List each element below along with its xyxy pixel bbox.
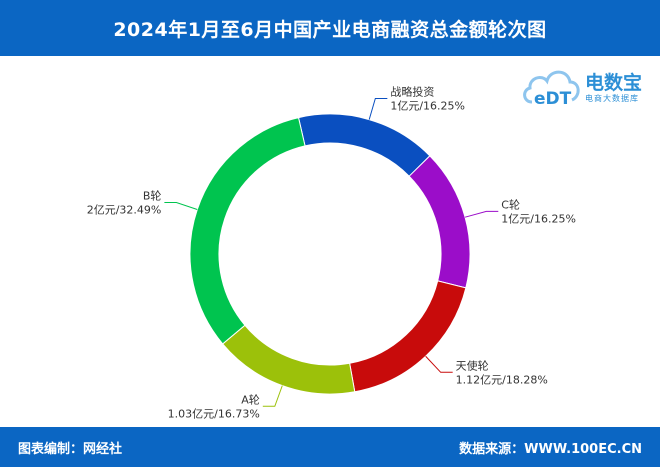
slice-name-label: 战略投资	[390, 84, 434, 98]
logo-text: 电数宝	[585, 72, 643, 94]
slice-value-label: 1亿元/16.25%	[501, 212, 576, 225]
leader-line-strategic	[368, 97, 388, 120]
edt-logo: eDT 电数宝 电商大数据库	[520, 60, 660, 110]
slice-value-label: 1亿元/16.25%	[390, 99, 465, 112]
logo-subtitle: 电商大数据库	[585, 94, 639, 103]
footer-bar: 图表编制：网经社 数据来源：WWW.100EC.CN	[0, 427, 660, 467]
slice-round-c	[408, 155, 471, 289]
slice-round-b	[189, 116, 306, 345]
slice-name-label: B轮	[143, 189, 162, 203]
slice-name-label: C轮	[501, 197, 520, 211]
leader-line-round-a	[262, 385, 283, 407]
slice-value-label: 2亿元/32.49%	[87, 204, 162, 217]
slice-name-label: 天使轮	[456, 358, 489, 372]
cloud-icon: eDT	[523, 70, 580, 109]
slice-value-label: 1.03亿元/16.73%	[168, 407, 260, 420]
page-title: 2024年1月至6月中国产业电商融资总金额轮次图	[113, 18, 547, 41]
slice-angel	[349, 280, 467, 393]
slice-round-a	[221, 324, 356, 395]
logo-mark: eDT	[534, 89, 572, 109]
leader-line-round-c	[464, 210, 499, 218]
leader-line-round-b	[164, 202, 198, 211]
footer-credit: 图表编制：网经社	[18, 442, 123, 457]
donut-chart: 战略投资1亿元/16.25%C轮1亿元/16.25%天使轮1.12亿元/18.2…	[87, 84, 576, 420]
slice-name-label: A轮	[241, 392, 260, 406]
header-bar: 2024年1月至6月中国产业电商融资总金额轮次图	[0, 0, 660, 56]
slice-strategic	[297, 113, 431, 177]
leader-line-angel	[425, 355, 453, 373]
footer-source: 数据来源：WWW.100EC.CN	[459, 442, 642, 457]
slice-value-label: 1.12亿元/18.28%	[456, 373, 548, 386]
